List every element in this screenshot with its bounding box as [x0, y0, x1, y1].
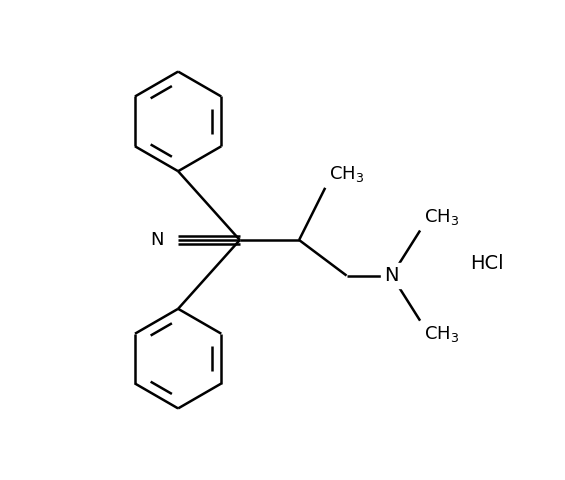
Text: N: N	[384, 266, 399, 285]
Text: CH$_3$: CH$_3$	[424, 324, 459, 345]
Text: CH$_3$: CH$_3$	[424, 207, 459, 227]
Text: HCl: HCl	[470, 254, 503, 273]
Text: N: N	[150, 231, 164, 249]
Text: CH$_3$: CH$_3$	[329, 164, 364, 184]
